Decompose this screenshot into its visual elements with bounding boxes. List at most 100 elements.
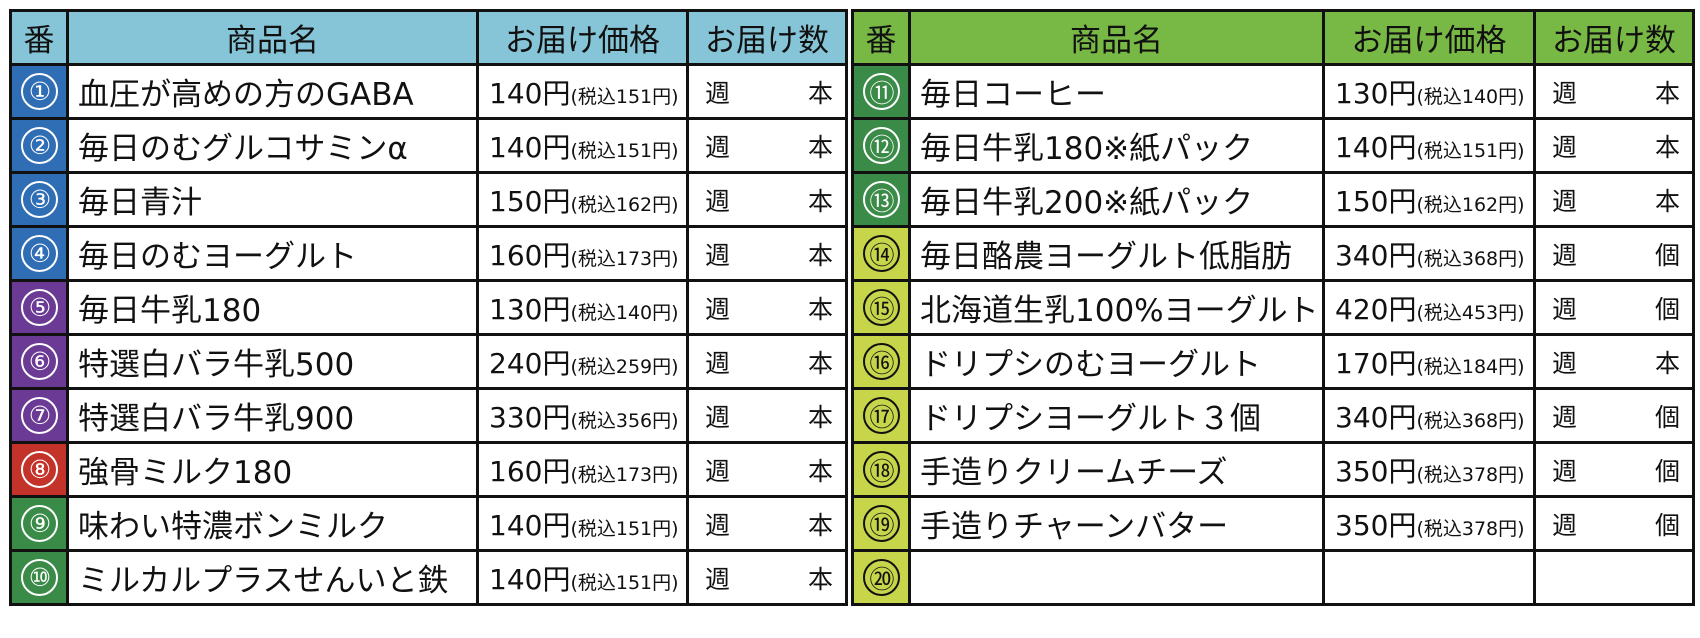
- unit-label: 本: [807, 348, 833, 378]
- quantity-field[interactable]: 週本: [1538, 182, 1691, 218]
- price-cell: 240円(税込259円): [476, 333, 689, 390]
- price-tax-included: (税込378円): [1416, 463, 1525, 486]
- unit-label: 本: [807, 240, 833, 270]
- item-number-badge: ⑩: [20, 559, 58, 596]
- number-cell: ②: [9, 117, 69, 174]
- quantity-cell: [1533, 549, 1695, 606]
- product-name: 毎日のむグルコサミンα: [66, 117, 479, 174]
- header-price: お届け価格: [1322, 9, 1536, 66]
- table-row: ⑮ 北海道生乳100%ヨーグルト 420円(税込453円) 週個: [851, 279, 1695, 336]
- price-value: 240円: [489, 346, 571, 380]
- price-cell: 160円(税込173円): [476, 225, 689, 282]
- number-cell: ⑮: [851, 279, 911, 336]
- table-row: ⑩ ミルカルプラスせんいと鉄 140円(税込151円) 週本: [9, 549, 848, 606]
- price-tax-included: (税込378円): [1416, 517, 1525, 540]
- item-number-badge: ⑯: [862, 343, 900, 380]
- quantity-cell: 週本: [686, 225, 848, 282]
- quantity-field[interactable]: 週本: [691, 398, 844, 434]
- week-label: 週: [705, 456, 731, 486]
- week-label: 週: [1552, 78, 1578, 108]
- price-cell: 130円(税込140円): [476, 279, 689, 336]
- table-row: ⑨ 味わい特濃ボンミルク 140円(税込151円) 週本: [9, 495, 848, 552]
- item-number-badge: ③: [20, 181, 58, 218]
- quantity-field[interactable]: 週個: [1538, 452, 1691, 488]
- quantity-field[interactable]: 週本: [691, 560, 844, 596]
- quantity-field[interactable]: 週本: [691, 236, 844, 272]
- product-name: ドリプシのむヨーグルト: [908, 333, 1325, 390]
- quantity-field[interactable]: 週本: [691, 452, 844, 488]
- week-label: 週: [705, 348, 731, 378]
- item-number-badge: ⑨: [20, 505, 58, 542]
- price-cell: 170円(税込184円): [1322, 333, 1536, 390]
- item-number-badge: ⑮: [862, 289, 900, 326]
- price-cell: 350円(税込378円): [1322, 495, 1536, 552]
- table-row: ⑥ 特選白バラ牛乳500 240円(税込259円) 週本: [9, 333, 848, 390]
- product-name: 毎日牛乳200※紙パック: [908, 171, 1325, 228]
- item-number-badge: ⑥: [20, 343, 58, 380]
- unit-label: 本: [807, 402, 833, 432]
- quantity-field[interactable]: 週本: [691, 74, 844, 110]
- table-row: ⑧ 強骨ミルク180 160円(税込173円) 週本: [9, 441, 848, 498]
- quantity-field[interactable]: 週本: [691, 344, 844, 380]
- quantity-field[interactable]: 週本: [1538, 128, 1691, 164]
- price-cell: [1322, 549, 1536, 606]
- table-row: ⑤ 毎日牛乳180 130円(税込140円) 週本: [9, 279, 848, 336]
- product-name: 強骨ミルク180: [66, 441, 479, 498]
- table-row: ⑯ ドリプシのむヨーグルト 170円(税込184円) 週本: [851, 333, 1695, 390]
- price-value: 140円: [489, 76, 571, 110]
- quantity-cell: 週本: [686, 279, 848, 336]
- quantity-field[interactable]: 週本: [691, 290, 844, 326]
- number-cell: ⑱: [851, 441, 911, 498]
- quantity-field[interactable]: 週本: [691, 128, 844, 164]
- price-value: 130円: [489, 292, 571, 326]
- price-cell: 330円(税込356円): [476, 387, 689, 444]
- week-label: 週: [705, 78, 731, 108]
- item-number-badge: ⑳: [862, 559, 900, 596]
- quantity-cell: 週本: [686, 117, 848, 174]
- unit-label: 本: [1654, 348, 1680, 378]
- product-name: 毎日酪農ヨーグルト低脂肪: [908, 225, 1325, 282]
- product-name: 北海道生乳100%ヨーグルト: [908, 279, 1325, 336]
- table-row: ⑦ 特選白バラ牛乳900 330円(税込356円) 週本: [9, 387, 848, 444]
- quantity-field[interactable]: 週個: [1538, 398, 1691, 434]
- week-label: 週: [705, 186, 731, 216]
- quantity-field[interactable]: 週本: [1538, 74, 1691, 110]
- unit-label: 個: [1654, 402, 1680, 432]
- quantity-field[interactable]: 週個: [1538, 506, 1691, 542]
- price-cell: 140円(税込151円): [476, 549, 689, 606]
- quantity-cell: 週個: [1533, 225, 1695, 282]
- product-name: 毎日コーヒー: [908, 63, 1325, 120]
- quantity-field[interactable]: 週本: [691, 182, 844, 218]
- item-number-badge: ⑤: [20, 289, 58, 326]
- quantity-field[interactable]: 週個: [1538, 236, 1691, 272]
- number-cell: ⑥: [9, 333, 69, 390]
- quantity-field[interactable]: 週本: [691, 506, 844, 542]
- price-value: 420円: [1335, 292, 1417, 326]
- quantity-field[interactable]: 週個: [1538, 290, 1691, 326]
- table-row: ⑫ 毎日牛乳180※紙パック 140円(税込151円) 週本: [851, 117, 1695, 174]
- product-name: 手造りクリームチーズ: [908, 441, 1325, 498]
- number-cell: ⑲: [851, 495, 911, 552]
- week-label: 週: [1552, 402, 1578, 432]
- unit-label: 個: [1654, 240, 1680, 270]
- price-cell: 420円(税込453円): [1322, 279, 1536, 336]
- price-tax-included: (税込173円): [570, 247, 679, 270]
- price-tax-included: (税込356円): [570, 409, 679, 432]
- item-number-badge: ⑧: [20, 451, 58, 488]
- price-value: 150円: [1335, 184, 1417, 218]
- price-value: 330円: [489, 400, 571, 434]
- table-row: ① 血圧が高めの方のGABA 140円(税込151円) 週本: [9, 63, 848, 120]
- item-number-badge: ⑬: [862, 181, 900, 218]
- header-quantity: お届け数: [1533, 9, 1695, 66]
- unit-label: 本: [807, 456, 833, 486]
- number-cell: ⑧: [9, 441, 69, 498]
- quantity-cell: 週本: [686, 171, 848, 228]
- item-number-badge: ①: [20, 73, 58, 110]
- price-value: 340円: [1335, 400, 1417, 434]
- quantity-cell: 週個: [1533, 441, 1695, 498]
- quantity-field[interactable]: 週本: [1538, 344, 1691, 380]
- item-number-badge: ⑫: [862, 127, 900, 164]
- header-quantity: お届け数: [686, 9, 848, 66]
- week-label: 週: [705, 240, 731, 270]
- price-value: 140円: [1335, 130, 1417, 164]
